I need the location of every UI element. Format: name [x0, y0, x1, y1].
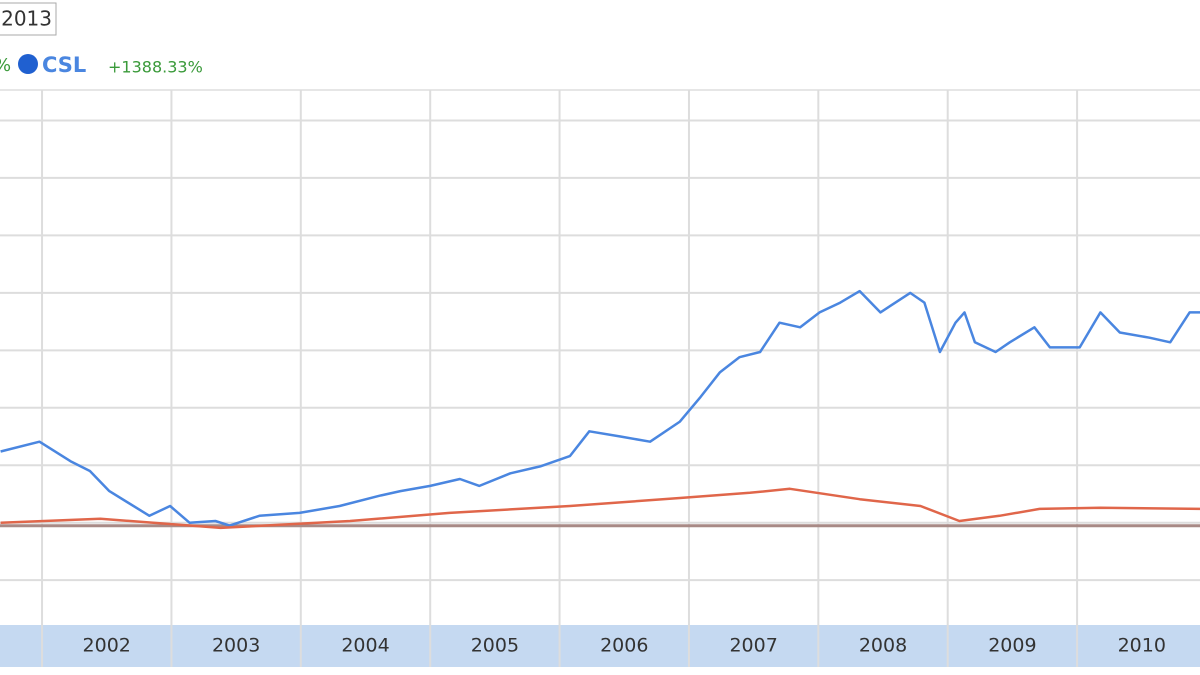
x-tick-label: 2006	[600, 635, 648, 657]
legend-fragment: %	[0, 55, 11, 76]
legend-swatch	[18, 54, 38, 74]
x-tick-label: 2004	[341, 635, 389, 657]
x-tick-label: 2009	[988, 635, 1036, 657]
x-axis-band	[0, 625, 1200, 667]
x-tick-label: 2008	[859, 635, 907, 657]
x-tick-label: 2002	[83, 635, 131, 657]
date-field[interactable]	[0, 2, 57, 36]
x-tick-label: 2005	[471, 635, 519, 657]
x-tick-label: 2003	[212, 635, 260, 657]
x-tick-label: 2007	[729, 635, 777, 657]
series-line	[0, 289, 1200, 527]
x-tick-label: 2010	[1118, 635, 1166, 657]
legend-label: CSL	[42, 53, 86, 77]
legend-change: +1388.33%	[108, 58, 203, 77]
series-line	[0, 487, 1200, 530]
x-tick-label: 2001	[0, 635, 2, 657]
date-field-text: 2013	[1, 7, 52, 31]
